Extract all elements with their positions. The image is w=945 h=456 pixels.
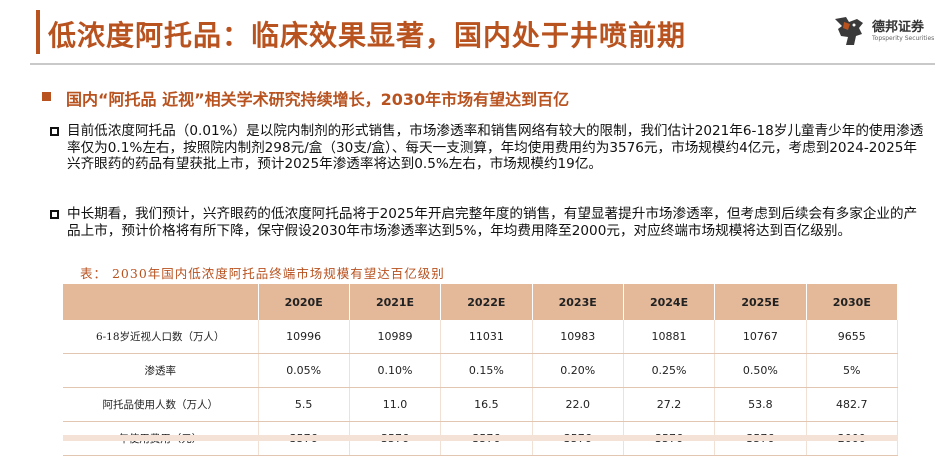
checkbox-bullet-icon [50, 210, 59, 219]
paragraph-2: 中长期看，我们预计，兴齐眼药的低浓度阿托品将于2025年开启完整年度的销售，有望… [50, 206, 930, 239]
table-cell: 5% [806, 353, 899, 388]
company-logo-icon [835, 17, 863, 45]
header-divider [30, 63, 935, 65]
table-cell: 0.50% [714, 353, 807, 388]
table-header-cell: 2021E [349, 284, 442, 320]
row-label: 阿托品使用人数（万人） [63, 387, 259, 422]
table-cell: 0.10% [349, 353, 442, 388]
table-cell: 27.2 [623, 387, 716, 422]
table-cell: 10983 [532, 320, 624, 354]
table-caption: 表： 2030年国内低浓度阿托品终端市场规模有望达百亿级别 [80, 266, 445, 281]
table-header-cell [63, 284, 259, 320]
table-cell: 0.25% [623, 353, 716, 388]
table-cell: 53.8 [714, 387, 807, 422]
table-row: 6-18岁近视人口数（万人） 10996 10989 11031 10983 1… [63, 320, 899, 354]
table-header-cell: 2022E [440, 284, 533, 320]
table-cell: 11.0 [349, 387, 442, 422]
table-cell: 10881 [623, 320, 716, 354]
paragraph-2-text: 中长期看，我们预计，兴齐眼药的低浓度阿托品将于2025年开启完整年度的销售，有望… [67, 206, 918, 239]
paragraph-1-text: 目前低浓度阿托品（0.01%）是以院内制剂的形式销售，市场渗透率和销售网络有较大… [67, 123, 924, 172]
table-header-cell: 2030E [806, 284, 899, 320]
table-cell: 10989 [349, 320, 442, 354]
table-cell: 22.0 [532, 387, 624, 422]
table-cell: 482.7 [806, 387, 899, 422]
table-cell: 0.20% [532, 353, 624, 388]
table-cell: 9655 [806, 320, 899, 354]
table-cell: 16.5 [440, 387, 533, 422]
company-logo: 德邦证券 Topsperity Securities [832, 14, 935, 48]
company-logo-name: 德邦证券 [872, 20, 925, 35]
table-row: 阿托品使用人数（万人） 5.5 11.0 16.5 22.0 27.2 53.8… [63, 387, 899, 422]
company-logo-subtitle: Topsperity Securities [872, 35, 935, 42]
paragraph-1: 目前低浓度阿托品（0.01%）是以院内制剂的形式销售，市场渗透率和销售网络有较大… [50, 123, 930, 173]
row-label: 6-18岁近视人口数（万人） [63, 320, 259, 354]
section-bullet-icon [42, 92, 51, 101]
table-header-row: 2020E 2021E 2022E 2023E 2024E 2025E 2030… [63, 284, 899, 320]
table-cell: 5.5 [258, 387, 350, 422]
table-cell: 0.15% [440, 353, 533, 388]
table-header-cell: 2020E [258, 284, 350, 320]
market-size-table: 2020E 2021E 2022E 2023E 2024E 2025E 2030… [63, 284, 899, 456]
table-cell: 10996 [258, 320, 350, 354]
page-title: 低浓度阿托品：临床效果显著，国内处于井喷前期 [48, 19, 687, 52]
title-accent-bar [36, 10, 40, 54]
table-row: 渗透率 0.05% 0.10% 0.15% 0.20% 0.25% 0.50% … [63, 353, 899, 388]
table-cell: 0.05% [258, 353, 350, 388]
row-label: 渗透率 [63, 353, 259, 388]
table-cell: 11031 [440, 320, 533, 354]
table-next-row-strip [63, 435, 898, 441]
table-header-cell: 2025E [714, 284, 807, 320]
checkbox-bullet-icon [50, 127, 59, 136]
table-header-cell: 2024E [623, 284, 716, 320]
table-cell: 10767 [714, 320, 807, 354]
table-header-cell: 2023E [532, 284, 624, 320]
section-heading: 国内“阿托品 近视”相关学术研究持续增长，2030年市场有望达到百亿 [66, 90, 570, 109]
